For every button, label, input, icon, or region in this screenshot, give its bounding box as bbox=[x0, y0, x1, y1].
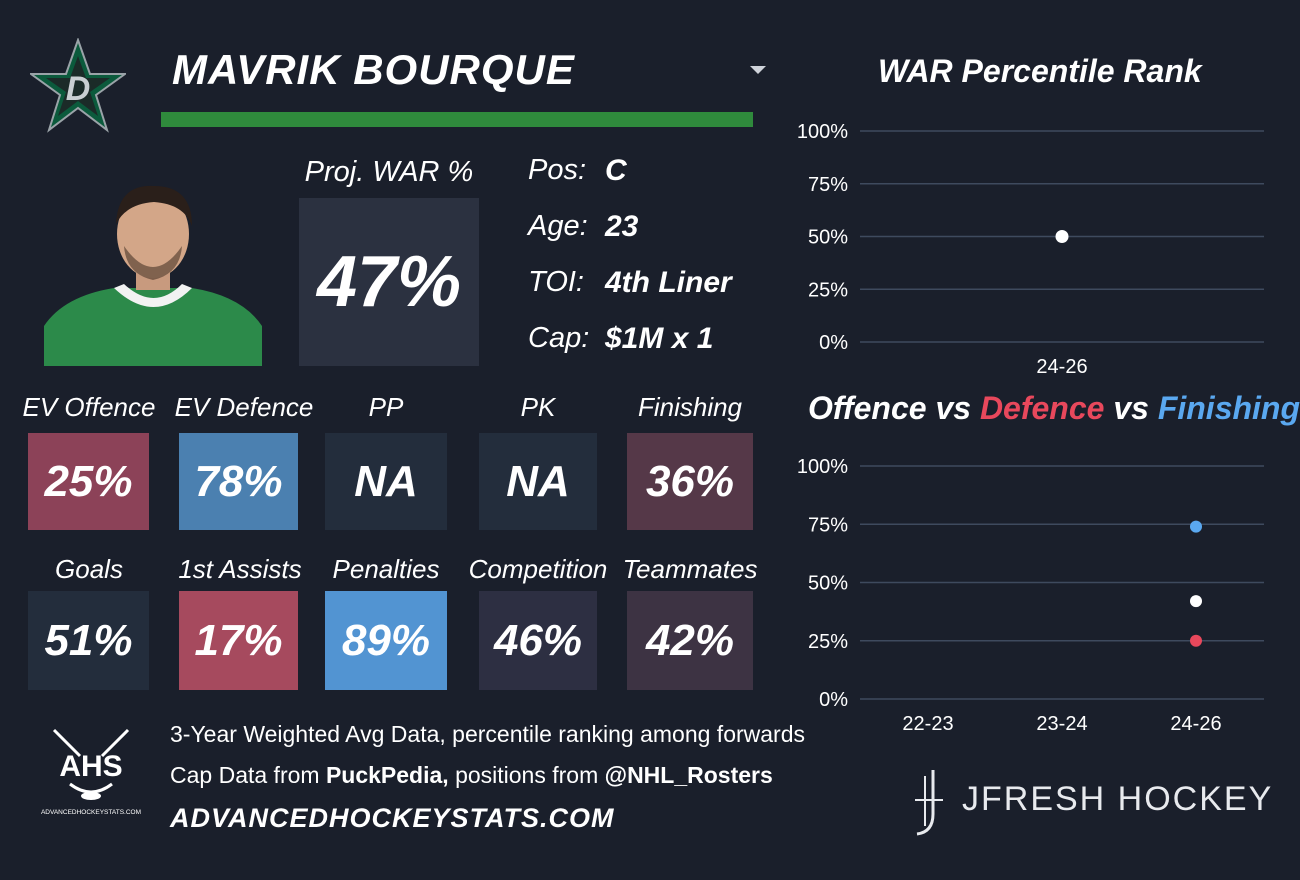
penalties-tile: 89% bbox=[325, 591, 447, 690]
title-offence: Offence bbox=[808, 390, 927, 426]
proj-war-value: 47% bbox=[316, 242, 462, 322]
site-link[interactable]: ADVANCEDHOCKEYSTATS.COM bbox=[170, 803, 615, 833]
y-tick-label: 50% bbox=[808, 573, 848, 595]
y-tick-label: 0% bbox=[819, 332, 848, 354]
jfresh-logo-icon bbox=[905, 766, 951, 838]
ahs-logo: AHS ADVANCEDHOCKEYSTATS.COM bbox=[40, 726, 142, 818]
footer-line-1: 3-Year Weighted Avg Data, percentile ran… bbox=[170, 721, 806, 747]
teammates-tile: 42% bbox=[627, 591, 753, 690]
ahs-logo-subtext: ADVANCEDHOCKEYSTATS.COM bbox=[41, 809, 141, 816]
age-value: 23 bbox=[605, 210, 639, 243]
pos-value: C bbox=[605, 154, 627, 187]
brand-name: JFRESH HOCKEY bbox=[962, 780, 1274, 818]
ovd-chart-title: Offence vs Defence vs Finishing bbox=[808, 390, 1300, 427]
pp-tile: NA bbox=[325, 433, 447, 530]
first-assists-tile: 17% bbox=[179, 591, 298, 690]
y-tick-label: 100% bbox=[797, 121, 848, 143]
finishing-tile: 36% bbox=[627, 433, 753, 530]
competition-label: Competition bbox=[468, 554, 608, 584]
y-tick-label: 25% bbox=[808, 631, 848, 653]
x-tick-label: 23-24 bbox=[1036, 713, 1087, 735]
pos-label: Pos: bbox=[528, 154, 587, 186]
team-logo: D bbox=[27, 36, 129, 134]
offence-defence-finishing-chart: 100% 75% 50% 25% 0% 22-23 23-24 24-26 bbox=[797, 456, 1264, 735]
title-vs-1: vs bbox=[926, 390, 980, 426]
toi-label: TOI: bbox=[528, 266, 584, 298]
first-assists-label: 1st Assists bbox=[178, 554, 302, 584]
x-tick-label: 24-26 bbox=[1170, 713, 1221, 735]
ev-defence-label: EV Defence bbox=[174, 392, 314, 422]
goals-tile: 51% bbox=[28, 591, 149, 690]
pk-tile: NA bbox=[479, 433, 597, 530]
title-defence: Defence bbox=[979, 390, 1105, 426]
y-tick-label: 100% bbox=[797, 456, 848, 478]
svg-text:D: D bbox=[66, 70, 91, 108]
y-tick-label: 0% bbox=[819, 689, 848, 711]
x-tick-label: 24-26 bbox=[1036, 356, 1087, 378]
player-name: MAVRIK BOURQUE bbox=[172, 46, 575, 93]
y-tick-label: 50% bbox=[808, 227, 848, 249]
player-photo bbox=[44, 176, 262, 366]
footer-line-2-mid: positions from bbox=[448, 762, 605, 788]
finishing-label: Finishing bbox=[637, 392, 743, 422]
penalties-label: Penalties bbox=[332, 554, 440, 584]
y-tick-label: 75% bbox=[808, 514, 848, 536]
teammates-label: Teammates bbox=[622, 554, 758, 584]
proj-war-label: Proj. WAR % bbox=[304, 156, 474, 188]
cap-label: Cap: bbox=[528, 322, 590, 354]
pp-label: PP bbox=[368, 392, 404, 422]
ev-defence-tile: 78% bbox=[179, 433, 298, 530]
data-point bbox=[1190, 595, 1202, 608]
puckpedia-link[interactable]: PuckPedia, bbox=[325, 762, 449, 788]
age-label: Age: bbox=[528, 210, 588, 242]
data-point bbox=[1055, 230, 1069, 243]
y-tick-label: 25% bbox=[808, 279, 848, 301]
title-finishing: Finishing bbox=[1157, 390, 1300, 426]
pk-label: PK bbox=[520, 392, 556, 422]
data-point bbox=[1190, 634, 1202, 647]
competition-tile: 46% bbox=[479, 591, 597, 690]
goals-label: Goals bbox=[55, 554, 123, 584]
title-vs-2: vs bbox=[1104, 390, 1158, 426]
ahs-logo-text: AHS bbox=[59, 750, 122, 783]
team-color-bar bbox=[161, 112, 753, 127]
cap-value: $1M x 1 bbox=[605, 322, 714, 355]
data-point bbox=[1190, 520, 1202, 533]
footer-line-2: Cap Data from PuckPedia, positions from … bbox=[170, 762, 773, 789]
chevron-down-icon[interactable] bbox=[750, 66, 766, 74]
war-chart-title: WAR Percentile Rank bbox=[878, 53, 1202, 89]
ev-offence-label: EV Offence bbox=[22, 392, 156, 422]
footer-line-2-prefix: Cap Data from bbox=[170, 762, 326, 788]
toi-value: 4th Liner bbox=[605, 266, 732, 299]
ev-offence-tile: 25% bbox=[28, 433, 149, 530]
war-percentile-chart: 100% 75% 50% 25% 0% 24-26 bbox=[797, 121, 1264, 378]
proj-war-box: 47% bbox=[299, 198, 479, 366]
x-tick-label: 22-23 bbox=[902, 713, 953, 735]
nhl-rosters-link[interactable]: @NHL_Rosters bbox=[604, 762, 773, 788]
y-tick-label: 75% bbox=[808, 174, 848, 196]
